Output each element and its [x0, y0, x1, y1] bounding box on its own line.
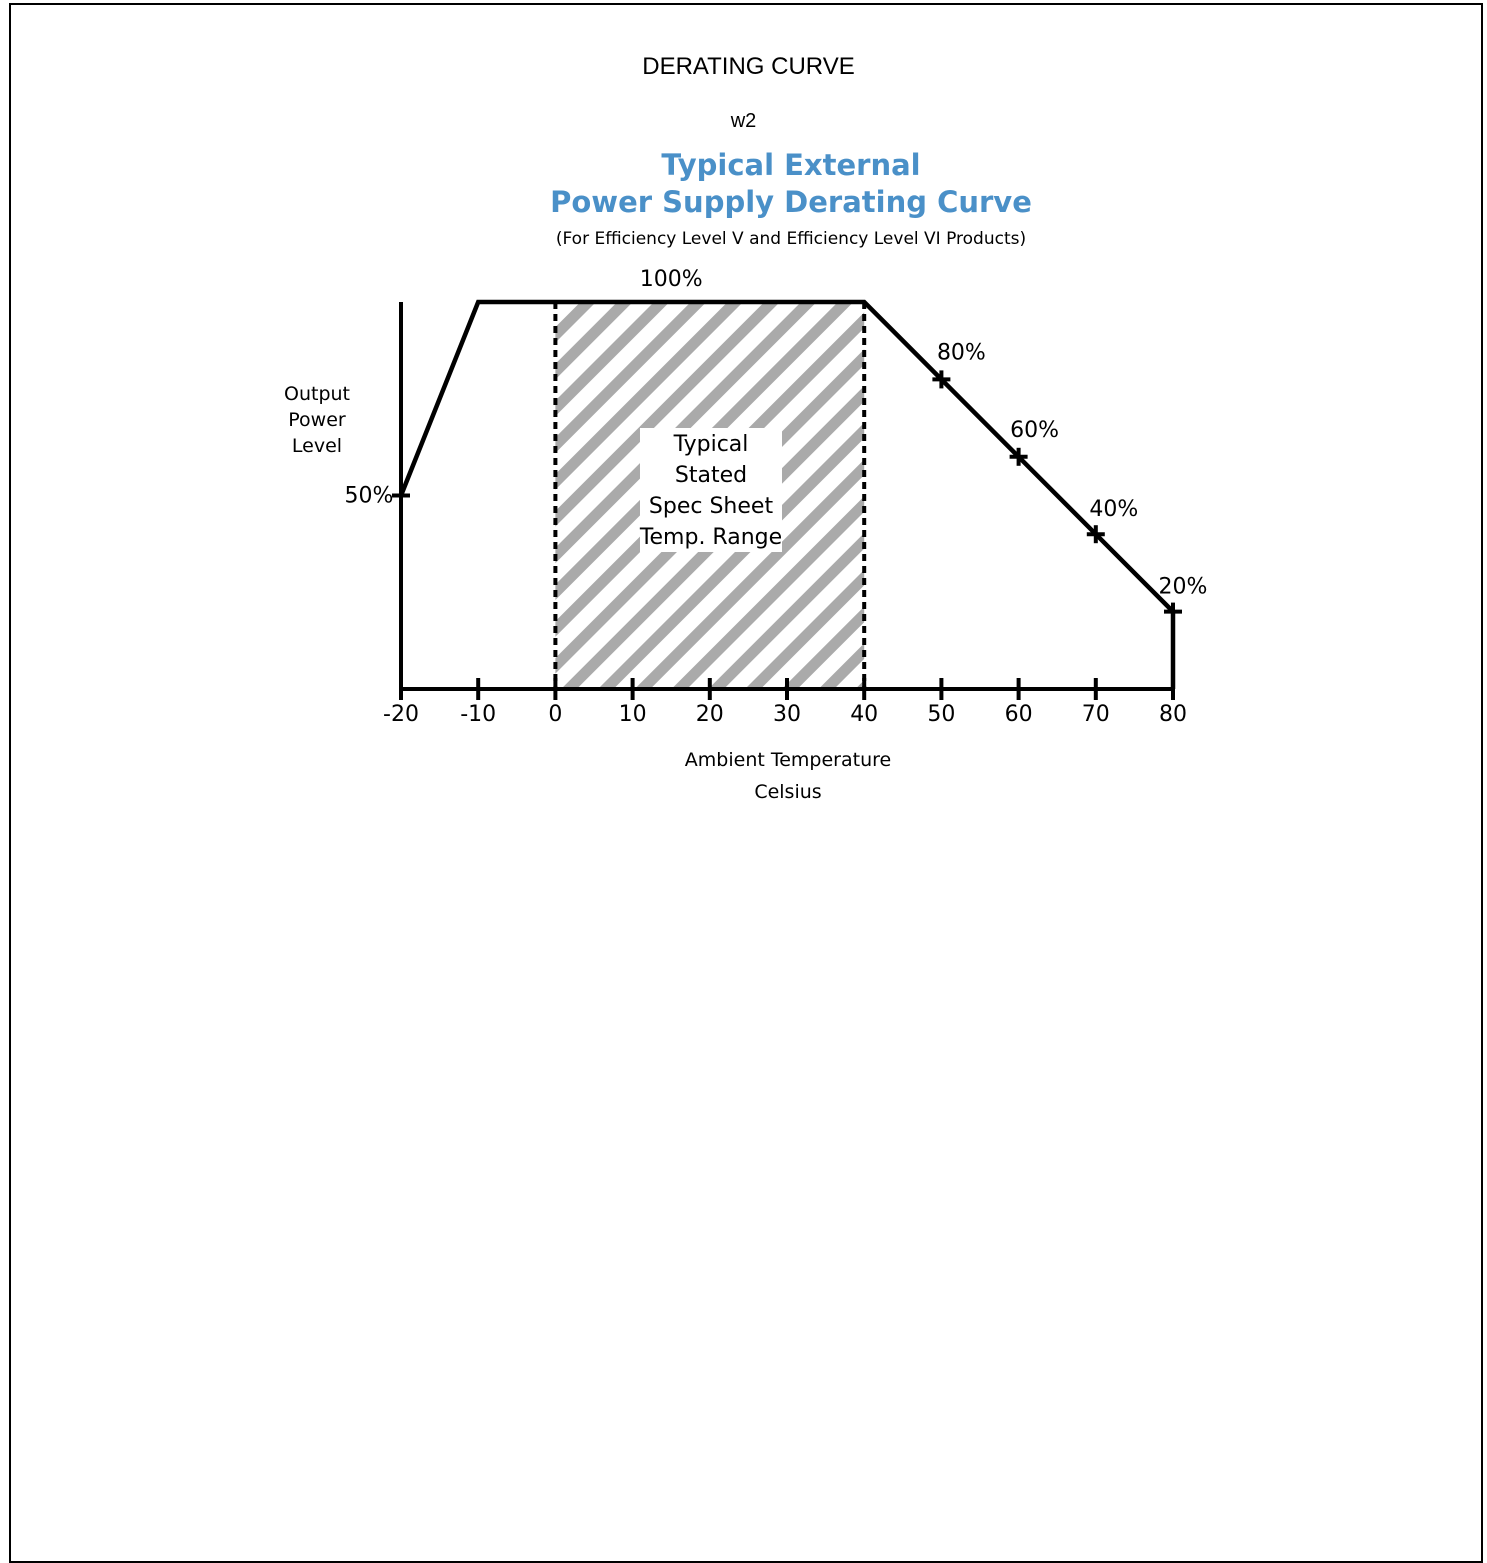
- spec-range-label-3: Spec Sheet: [649, 494, 774, 519]
- page-subtitle: w2: [730, 110, 757, 132]
- page-title: DERATING CURVE: [642, 53, 855, 80]
- point-label: 80%: [937, 340, 986, 365]
- x-tick-label: 30: [773, 702, 801, 727]
- x-tick-label: 10: [619, 702, 647, 727]
- x-tick-label: 40: [850, 702, 878, 727]
- x-tick-label: 60: [1005, 702, 1033, 727]
- x-tick-label: 20: [696, 702, 724, 727]
- point-label: 100%: [640, 267, 703, 292]
- x-tick-label: -20: [383, 702, 419, 727]
- point-label: 20%: [1159, 575, 1208, 600]
- x-tick-label: 0: [548, 702, 562, 727]
- x-tick-label: 80: [1159, 702, 1187, 727]
- point-label: 60%: [1010, 418, 1059, 443]
- point-label: 50%: [345, 484, 394, 509]
- spec-range-label-1: Typical: [673, 432, 749, 457]
- spec-range-label-2: Stated: [675, 463, 747, 488]
- derating-curve: [398, 299, 1176, 689]
- y-axis-label-1: Output: [284, 383, 350, 405]
- y-axis-label-2: Power: [288, 409, 346, 431]
- chart-title-line-1: Typical External: [661, 148, 920, 182]
- spec-range-label-4: Temp. Range: [639, 525, 782, 550]
- chart-subtitle: (For Efficiency Level V and Efficiency L…: [556, 229, 1026, 249]
- spec-range-label-bg: [640, 428, 782, 552]
- x-axis-label-1: Ambient Temperature: [685, 749, 891, 771]
- point-label: 40%: [1089, 497, 1138, 522]
- y-axis-label-3: Level: [292, 435, 342, 457]
- x-tick-label: 50: [927, 702, 955, 727]
- x-tick-label: 70: [1082, 702, 1110, 727]
- x-tick-label: -10: [460, 702, 496, 727]
- chart-title-line-2: Power Supply Derating Curve: [550, 185, 1032, 219]
- x-axis-label-2: Celsius: [754, 781, 821, 803]
